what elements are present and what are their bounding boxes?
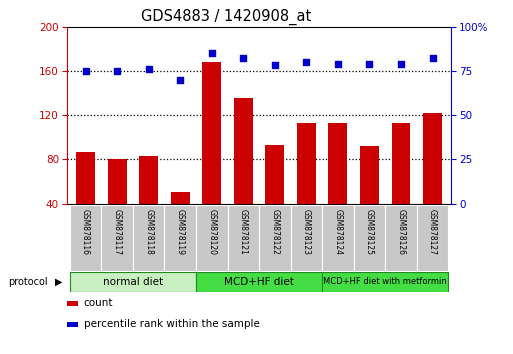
Point	[176, 77, 184, 82]
Text: GSM878116: GSM878116	[81, 209, 90, 255]
Point	[271, 63, 279, 68]
Point	[365, 61, 373, 67]
Bar	[417, 205, 448, 271]
Bar	[328, 123, 347, 248]
Bar	[297, 123, 316, 248]
Text: GSM878122: GSM878122	[270, 209, 280, 255]
Point	[302, 59, 310, 65]
Bar	[423, 113, 442, 248]
Text: GSM878120: GSM878120	[207, 209, 216, 255]
Point	[428, 56, 437, 61]
Bar	[133, 205, 165, 271]
Text: normal diet: normal diet	[103, 277, 163, 287]
Bar	[234, 98, 253, 248]
Text: GSM878127: GSM878127	[428, 209, 437, 255]
Text: GSM878123: GSM878123	[302, 209, 311, 255]
Bar	[259, 205, 290, 271]
Point	[113, 68, 121, 74]
Point	[82, 68, 90, 74]
Text: GSM878124: GSM878124	[333, 209, 342, 255]
Bar	[353, 205, 385, 271]
Bar	[322, 272, 448, 292]
Point	[208, 50, 216, 56]
Text: GSM878121: GSM878121	[239, 209, 248, 255]
Bar	[202, 62, 221, 248]
Bar	[171, 193, 190, 248]
Text: GSM878125: GSM878125	[365, 209, 374, 255]
Bar	[139, 156, 158, 248]
Text: protocol: protocol	[8, 277, 47, 287]
Bar	[228, 205, 259, 271]
Bar	[70, 272, 196, 292]
Text: ▶: ▶	[55, 277, 63, 287]
Bar	[165, 205, 196, 271]
Bar	[322, 205, 353, 271]
Bar	[70, 205, 102, 271]
Text: percentile rank within the sample: percentile rank within the sample	[84, 319, 260, 329]
Bar	[102, 205, 133, 271]
Text: GDS4883 / 1420908_at: GDS4883 / 1420908_at	[141, 9, 311, 25]
Bar	[76, 152, 95, 248]
Bar	[196, 205, 228, 271]
Bar	[391, 123, 410, 248]
Bar	[196, 272, 322, 292]
Point	[239, 56, 247, 61]
Bar	[290, 205, 322, 271]
Bar	[360, 146, 379, 248]
Text: GSM878117: GSM878117	[113, 209, 122, 255]
Text: GSM878119: GSM878119	[176, 209, 185, 255]
Text: GSM878118: GSM878118	[144, 209, 153, 255]
Text: MCD+HF diet with metformin: MCD+HF diet with metformin	[323, 277, 447, 286]
Text: GSM878126: GSM878126	[397, 209, 405, 255]
Text: MCD+HF diet: MCD+HF diet	[224, 277, 294, 287]
Text: count: count	[84, 298, 113, 308]
Point	[334, 61, 342, 67]
Bar	[108, 159, 127, 248]
Bar	[265, 145, 284, 248]
Point	[145, 66, 153, 72]
Point	[397, 61, 405, 67]
Bar	[385, 205, 417, 271]
